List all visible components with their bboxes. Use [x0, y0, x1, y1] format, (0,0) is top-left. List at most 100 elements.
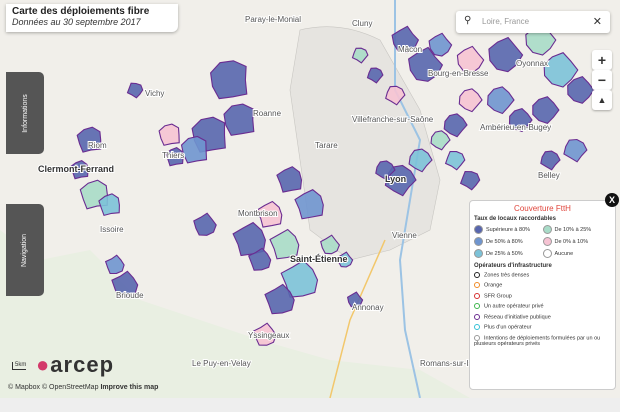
legend-ring	[474, 282, 480, 289]
place-label: Le Puy-en-Velay	[192, 359, 251, 368]
legend-swatch	[474, 237, 483, 246]
place-label: Oyonnax	[516, 59, 548, 68]
place-label: Montbrison	[238, 209, 278, 218]
coverage-area	[430, 130, 451, 151]
search-box[interactable]: ⚲ Loire, France ✕	[456, 11, 610, 33]
coverage-area	[264, 283, 295, 315]
map: Paray-le-Monial Cluny Mâcon Bourg-en-Bre…	[0, 0, 620, 398]
legend-swatch	[542, 225, 552, 234]
zoom-in[interactable]: +	[592, 50, 612, 70]
coverage-area	[508, 107, 533, 133]
place-label: Issoire	[100, 225, 124, 234]
place-label: Thiers	[162, 151, 184, 160]
coverage-area	[384, 164, 417, 197]
coverage-area	[294, 189, 324, 220]
coverage-area	[253, 322, 277, 346]
improve-link[interactable]: Improve this map	[100, 384, 159, 391]
compass[interactable]: ▲	[592, 90, 612, 110]
legend-ring	[474, 334, 480, 341]
coverage-area	[248, 247, 272, 271]
zoom-out[interactable]: −	[592, 70, 612, 90]
coverage-area	[366, 67, 384, 84]
attribution: © Mapbox © OpenStreetMap Improve this ma…	[8, 384, 158, 391]
place-label: Saint-Étienne	[290, 254, 348, 264]
legend-close[interactable]: X	[605, 193, 619, 207]
coverage-area	[408, 148, 433, 173]
coverage-area	[280, 259, 319, 298]
legend-label: Plus d'un opérateur	[484, 324, 532, 331]
legend-ring	[474, 292, 480, 299]
place-label: Clermont-Ferrand	[38, 164, 114, 174]
legend-item: Réseau d'initiative publique	[474, 313, 611, 320]
legend-swatch	[542, 249, 552, 258]
side-tab[interactable]: Navigation	[6, 204, 44, 296]
coverage-area	[385, 85, 406, 106]
place-label: Tarare	[315, 141, 338, 150]
legend-label: De 25% à 50%	[486, 250, 523, 257]
coverage-area	[180, 135, 208, 164]
coverage-area	[165, 146, 184, 167]
terrain	[0, 230, 470, 398]
legend-heading: Opérateurs d'infrastructure	[474, 263, 552, 269]
rate-list: Supérieure à 80% De 10% à 25% De 50% à 80%…	[474, 225, 611, 258]
coverage-area	[543, 52, 579, 88]
place-label: Riom	[88, 141, 107, 150]
place-label: Roanne	[253, 109, 282, 118]
coverage-area	[444, 150, 466, 171]
coverage-area	[111, 270, 139, 298]
coverage-area	[104, 254, 125, 275]
search-clear[interactable]: ✕	[592, 16, 602, 28]
place-label: Belley	[538, 171, 560, 180]
coverage-area	[193, 212, 217, 236]
place-label: Paray-le-Monial	[245, 15, 301, 24]
search-query[interactable]: Loire, France	[482, 17, 530, 26]
legend-item: Aucune	[542, 249, 612, 258]
coverage-area	[459, 170, 481, 191]
tab-label: Informations	[21, 93, 29, 133]
road	[329, 239, 386, 398]
legend-item: SFR Group	[474, 292, 611, 300]
legend-item: Plus d'un opérateur	[474, 324, 611, 331]
coverage-area	[76, 126, 102, 153]
legend-item: De 50% à 80%	[474, 237, 543, 246]
legend-label: SFR Group	[484, 293, 512, 300]
coverage-area	[336, 251, 354, 268]
place-label: Vichy	[145, 89, 164, 98]
place-label: Lyon	[385, 174, 406, 184]
place-label: Bourg-en-Bresse	[428, 69, 489, 78]
place-label: Annonay	[352, 303, 384, 312]
legend-ring	[474, 324, 480, 331]
legend-item: Supérieure à 80%	[474, 225, 543, 234]
legend-swatch	[474, 249, 483, 258]
coverage-area	[563, 138, 588, 163]
legend-label: Un autre opérateur privé	[484, 303, 544, 310]
coverage-area	[346, 291, 364, 308]
bottom-bar	[0, 398, 620, 412]
side-tab[interactable]: Informations	[6, 72, 44, 154]
coverage-area	[458, 88, 483, 113]
legend-heading: Taux de locaux raccordables	[474, 216, 556, 222]
coverage-area	[408, 46, 444, 82]
search-icon: ⚲	[464, 15, 472, 26]
legend-label: Supérieure à 80%	[486, 226, 531, 233]
coverage-area	[320, 234, 341, 255]
coverage-area	[210, 60, 248, 100]
place-label: Brioude	[116, 291, 144, 300]
place-label: Mâcon	[398, 45, 422, 54]
legend-item: Zones très denses	[474, 272, 611, 278]
coverage-area	[126, 82, 144, 99]
legend-label: Intentions de déploiements formulées par…	[474, 335, 601, 348]
legend: Couverture FttH Taux de locaux raccordab…	[469, 200, 616, 390]
coverage-area	[158, 123, 180, 146]
legend-swatch	[474, 225, 483, 234]
operator-list: Zones très denses Orange SFR Group Un autre…	[474, 272, 611, 347]
title: Carte des déploiements fibre	[12, 6, 150, 17]
legend-item: Un autre opérateur privé	[474, 303, 611, 310]
legend-item: Intentions de déploiements formulées par…	[474, 334, 611, 348]
legend-label: Zones très denses	[484, 272, 530, 279]
legend-label: De 0% à 10%	[554, 238, 589, 245]
place-label: Vienne	[392, 231, 417, 240]
legend-title: Couverture FttH	[514, 204, 571, 213]
legend-label: De 50% à 80%	[486, 238, 523, 245]
